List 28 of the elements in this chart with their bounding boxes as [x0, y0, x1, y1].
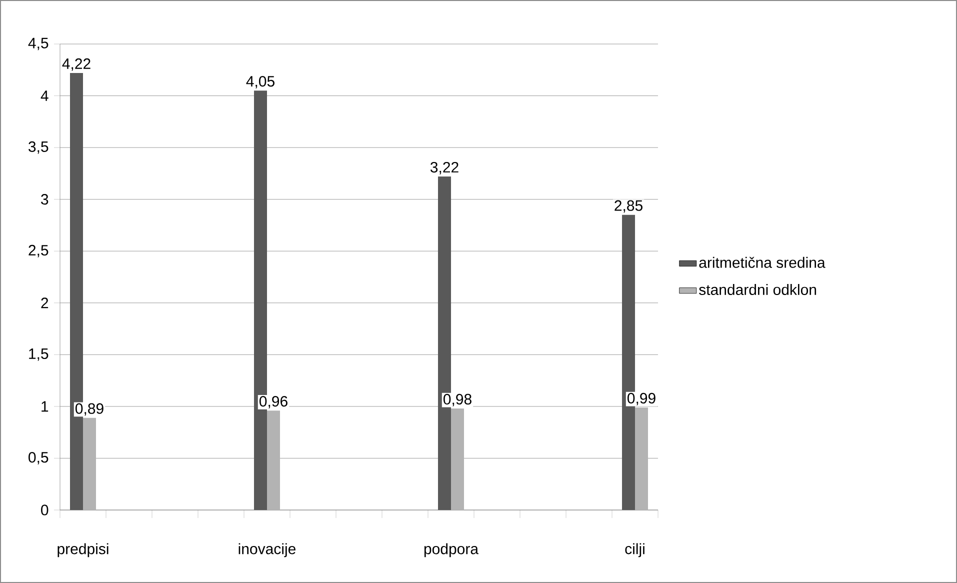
data-label: 0,99	[627, 392, 656, 406]
legend-label: standardni odklon	[699, 284, 816, 296]
y-tick-label: 0,5	[28, 452, 48, 464]
data-label: 0,89	[75, 403, 104, 416]
y-tick-label: 1	[42, 401, 48, 412]
data-label: 0,96	[259, 396, 288, 408]
bar	[267, 410, 280, 510]
y-tick-label: 1,5	[29, 348, 48, 361]
data-label: 4,05	[246, 76, 274, 88]
y-tick-label: 4,5	[28, 38, 48, 50]
y-tick-label: 4	[40, 90, 48, 101]
x-tick-label: inovacije	[238, 543, 296, 558]
data-label: 3,22	[430, 162, 458, 174]
y-tick-label: 3	[41, 194, 48, 205]
y-tick-label: 0	[41, 504, 48, 516]
bar	[635, 407, 648, 510]
data-label: 0,98	[443, 394, 472, 406]
bar	[451, 408, 464, 510]
x-tick-label: predpisi	[58, 543, 108, 558]
legend-label: aritmetična sredina	[699, 256, 826, 268]
data-label: 2,85	[614, 200, 642, 213]
data-label: 4,22	[62, 58, 90, 71]
x-tick-label: podpora	[424, 543, 479, 558]
y-tick-label: 2	[41, 298, 48, 308]
x-tick-label: cilji	[625, 543, 644, 558]
y-tick-label: 2,5	[28, 244, 48, 258]
y-tick-label: 3,5	[28, 141, 48, 154]
bar	[83, 418, 96, 510]
